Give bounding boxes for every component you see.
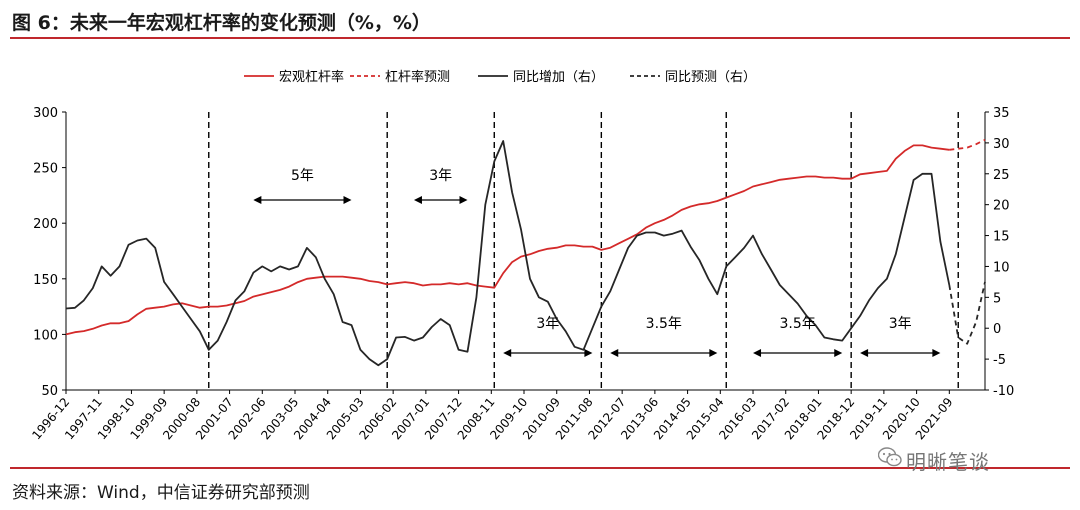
- span-label: 3年: [429, 168, 452, 184]
- y-right-tick-label: 0: [993, 322, 1001, 337]
- y-left-tick-label: 250: [33, 162, 58, 177]
- span-arrow-head-right: [834, 349, 843, 357]
- span-arrow-head-right: [343, 196, 352, 204]
- legend-label: 同比增加（右）: [513, 70, 604, 85]
- span-arrow-head-left: [753, 349, 762, 357]
- span-arrow-head-right: [459, 196, 468, 204]
- y-right-tick-label: 35: [993, 106, 1010, 121]
- y-left-tick-label: 50: [41, 384, 58, 399]
- span-arrow-head-left: [860, 349, 869, 357]
- span-label: 3年: [536, 316, 559, 332]
- y-right-tick-label: 10: [993, 260, 1010, 275]
- y-left-tick-label: 300: [33, 106, 58, 121]
- span-label: 3.5年: [646, 316, 682, 332]
- legend-label: 杠杆率预测: [385, 69, 450, 85]
- span-arrow-head-right: [932, 349, 941, 357]
- series-line: [948, 281, 986, 345]
- y-right-tick-label: 25: [993, 168, 1010, 183]
- span-arrow-head-left: [503, 349, 512, 357]
- y-left-tick-label: 200: [33, 217, 58, 232]
- legend-label: 宏观杠杆率: [279, 69, 344, 85]
- series-line: [65, 144, 950, 336]
- leverage-ratio-chart: 50100150200250300-10-5051015202530351996…: [29, 69, 1014, 442]
- series-line: [949, 138, 986, 151]
- series-line: [65, 140, 951, 367]
- wechat-icon: [878, 447, 902, 467]
- figure-title: 图 6：未来一年宏观杠杆率的变化预测（%，%）: [12, 12, 431, 34]
- span-arrow-head-left: [253, 196, 262, 204]
- footer-rule: [10, 467, 1070, 469]
- y-left-tick-label: 150: [33, 273, 58, 288]
- span-arrow-head-right: [709, 349, 718, 357]
- y-right-tick-label: 5: [993, 291, 1001, 306]
- y-right-tick-label: -5: [993, 353, 1006, 368]
- y-right-tick-label: -10: [993, 384, 1014, 399]
- y-right-tick-label: 30: [993, 137, 1010, 152]
- y-right-tick-label: 20: [993, 199, 1010, 214]
- source-note: 资料来源：Wind，中信证券研究部预测: [12, 483, 310, 503]
- legend-label: 同比预测（右）: [665, 70, 756, 85]
- watermark: 明晰笔谈: [906, 450, 990, 474]
- span-label: 3.5年: [779, 316, 815, 332]
- span-arrow-head-left: [610, 349, 619, 357]
- span-arrow-head-left: [413, 196, 422, 204]
- span-arrow-head-right: [584, 349, 593, 357]
- y-right-tick-label: 15: [993, 230, 1010, 245]
- title-rule: [10, 37, 1070, 39]
- span-label: 5年: [291, 168, 314, 184]
- y-left-tick-label: 100: [33, 328, 58, 343]
- span-label: 3年: [889, 316, 912, 332]
